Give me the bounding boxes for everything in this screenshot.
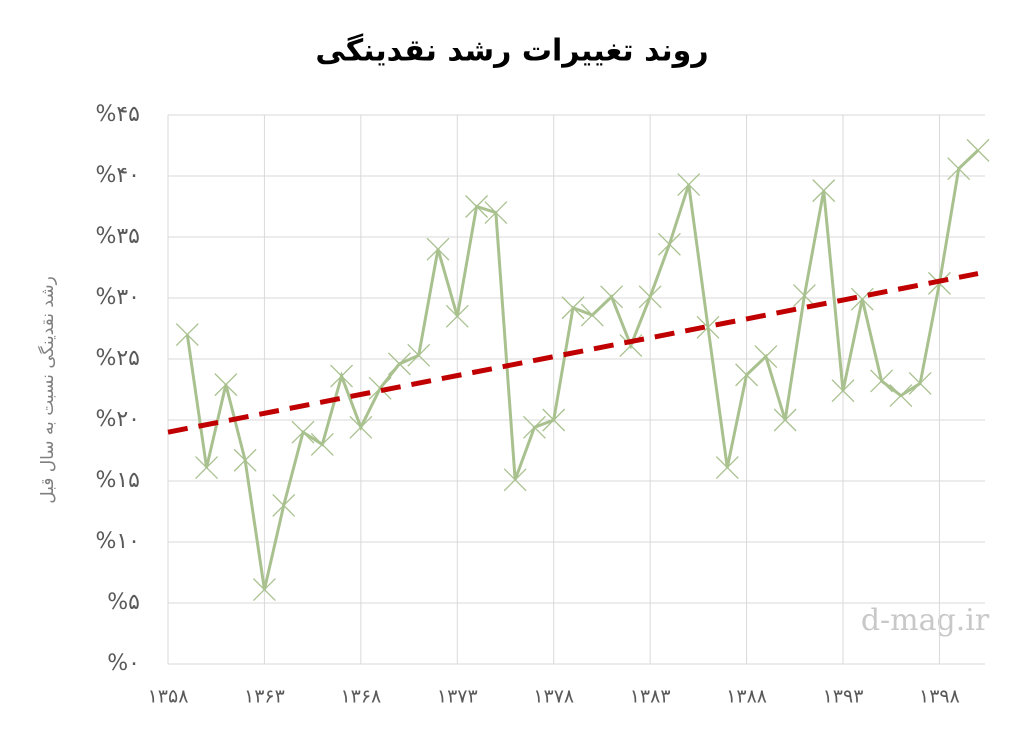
marker — [368, 376, 392, 400]
watermark: d-mag.ir — [861, 603, 990, 638]
y-tick-label: %۳۵ — [95, 224, 140, 249]
marker — [387, 352, 411, 376]
marker — [889, 384, 913, 408]
x-tick-label: ۱۳۷۳ — [437, 686, 478, 708]
marker — [445, 304, 469, 328]
marker — [850, 287, 874, 311]
marker — [715, 456, 739, 480]
marker — [426, 237, 450, 261]
marker — [330, 364, 354, 388]
x-tick-label: ۱۳۹۸ — [919, 686, 960, 708]
marker — [657, 232, 681, 256]
y-tick-label: %۵ — [107, 590, 140, 615]
marker — [195, 456, 219, 480]
marker — [542, 408, 566, 432]
marker — [252, 578, 276, 602]
x-tick-label: ۱۳۸۳ — [630, 686, 671, 708]
marker — [966, 138, 990, 162]
marker — [465, 195, 489, 218]
marker — [503, 468, 527, 492]
y-tick-label: %۱۰ — [95, 529, 140, 554]
x-tick-label: ۱۳۸۸ — [726, 686, 767, 708]
y-tick-label: %۰ — [107, 651, 140, 676]
marker — [291, 420, 315, 444]
marker — [407, 343, 431, 367]
x-tick-label: ۱۳۵۸ — [148, 686, 189, 708]
y-tick-label: %۱۵ — [95, 468, 140, 493]
marker — [600, 285, 624, 309]
marker — [812, 179, 836, 203]
marker — [349, 415, 373, 439]
marker — [870, 369, 894, 393]
marker — [831, 379, 855, 403]
marker — [773, 408, 797, 432]
marker — [175, 323, 199, 347]
marker — [792, 284, 816, 308]
marker — [484, 201, 508, 225]
chart-title: روند تغییرات رشد نقدینگی — [315, 33, 708, 69]
trend-line — [167, 271, 979, 435]
y-tick-label: %۳۰ — [95, 285, 140, 310]
y-tick-label: %۲۵ — [95, 346, 140, 371]
x-tick-label: ۱۳۷۸ — [533, 686, 574, 708]
marker — [214, 373, 238, 397]
marker — [735, 363, 759, 387]
x-tick-label: ۱۳۶۸ — [340, 686, 381, 708]
marker — [947, 157, 971, 181]
marker — [233, 448, 257, 472]
marker — [580, 303, 604, 327]
data-line — [185, 149, 980, 590]
y-tick-label: %۴۵ — [95, 102, 140, 127]
y-axis-label: رشد نقدینگی نسبت به سال قبل — [37, 276, 58, 504]
marker — [522, 415, 546, 439]
marker — [677, 173, 701, 196]
x-tick-label: ۱۳۹۳ — [823, 686, 864, 708]
marker — [908, 371, 932, 395]
marker — [310, 432, 334, 456]
marker — [561, 296, 585, 320]
marker — [272, 493, 296, 517]
x-tick-label: ۱۳۶۳ — [244, 686, 285, 708]
marker — [754, 345, 778, 369]
y-tick-label: %۴۰ — [95, 163, 140, 188]
y-tick-label: %۲۰ — [95, 407, 140, 432]
marker — [638, 285, 662, 309]
marker — [696, 315, 720, 339]
